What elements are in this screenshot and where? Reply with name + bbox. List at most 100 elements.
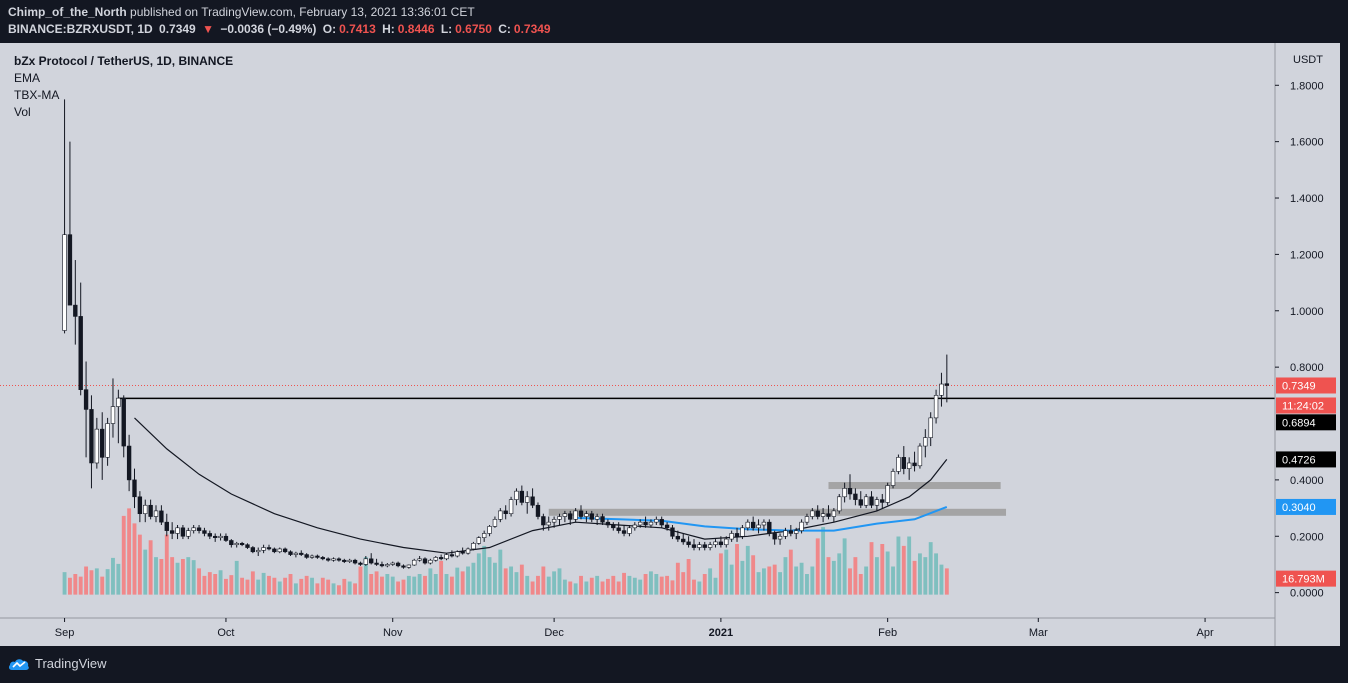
candle-body	[331, 558, 336, 561]
volume-bar	[595, 575, 600, 595]
x-tick-label: Feb	[878, 627, 897, 639]
candlestick-chart[interactable]: USDT 1.8000 1.6000 1.4000 1.2000 1.0000 0.800…	[0, 43, 1340, 646]
candle-body	[933, 395, 939, 419]
volume-badge: 16.793M	[1282, 574, 1325, 586]
candle-body	[589, 513, 594, 520]
legend-vol[interactable]: Vol	[14, 105, 31, 119]
candle-body	[664, 524, 670, 529]
candle-body	[266, 547, 272, 550]
volume-bar	[358, 566, 363, 595]
volume-bar	[159, 559, 164, 595]
candle-body	[815, 510, 820, 517]
y-tick-label: 0.0000	[1290, 588, 1324, 600]
volume-bar	[164, 534, 169, 595]
ma-badge-bg	[1276, 498, 1336, 515]
candle-body	[412, 559, 417, 566]
candle-body	[73, 304, 78, 317]
volume-bar	[509, 566, 514, 595]
candle-body	[164, 521, 169, 531]
volume-bar	[293, 583, 298, 595]
ema-badge: 0.4726	[1282, 454, 1316, 466]
candle-body	[180, 527, 186, 537]
candle-body	[159, 510, 164, 523]
candle-body	[342, 559, 347, 562]
candle-body	[853, 493, 858, 500]
volume-bar	[842, 538, 847, 595]
candle-body	[363, 558, 369, 565]
volume-bar	[218, 570, 223, 595]
candle-body	[460, 551, 465, 554]
candle-body	[767, 521, 772, 534]
volume-bar	[713, 577, 718, 595]
volume-bar	[632, 577, 637, 595]
candle-body	[444, 554, 449, 560]
volume-bar	[858, 574, 863, 595]
volume-bar	[369, 574, 374, 595]
support-zone	[548, 508, 1007, 516]
candle-body	[794, 530, 799, 534]
volume-bar	[923, 557, 928, 595]
volume-bar	[665, 575, 670, 595]
volume-bar	[487, 557, 492, 595]
volume-bar	[918, 553, 922, 595]
last-price: 0.7349	[159, 22, 196, 36]
volume-bar	[783, 557, 788, 595]
candle-body	[374, 562, 379, 565]
volume-bar	[885, 551, 890, 595]
candle-body	[670, 527, 675, 537]
candles	[62, 99, 950, 569]
volume-bar	[78, 576, 83, 595]
candle-body	[890, 471, 896, 486]
volume-bar	[654, 574, 659, 595]
volume-bar	[788, 549, 793, 595]
candle-body	[777, 535, 783, 540]
volume-bar	[573, 583, 578, 595]
volume-bar	[186, 557, 191, 595]
candle-body	[912, 462, 917, 467]
volume-bar	[154, 557, 158, 595]
candle-body	[320, 557, 325, 560]
candle-body	[89, 409, 94, 464]
legend-ema[interactable]: EMA	[14, 71, 41, 85]
volume-bar	[627, 575, 632, 595]
author-name[interactable]: Chimp_of_the_North	[8, 5, 127, 19]
volume-bar	[643, 574, 648, 595]
volume-bar	[848, 568, 852, 595]
volume-bar	[815, 538, 820, 595]
candle-body	[288, 551, 293, 555]
volume-bar	[702, 574, 707, 595]
candle-body	[740, 527, 745, 537]
support-zone	[828, 482, 1001, 490]
candle-body	[196, 527, 202, 531]
chart-area[interactable]: USDT 1.8000 1.6000 1.4000 1.2000 1.0000 0.800…	[0, 43, 1340, 646]
candle-body	[659, 519, 664, 526]
volume-bar	[519, 564, 524, 595]
candle-body	[944, 383, 950, 386]
volume-bar	[283, 577, 288, 595]
volume-bar	[600, 581, 605, 595]
candle-body	[917, 445, 923, 467]
tradingview-logo[interactable]: TradingView	[8, 656, 107, 671]
candle-body	[724, 538, 729, 546]
candle-body	[309, 555, 315, 558]
volume-bar	[589, 577, 594, 595]
candle-body	[621, 530, 627, 534]
volume-bar	[675, 562, 680, 595]
volume-bar	[530, 581, 535, 595]
time-axis[interactable]: Sep Oct Nov Dec 2021 Feb Mar Apr	[55, 618, 1214, 639]
high-label: H:	[382, 22, 395, 36]
volume-bar	[277, 581, 282, 595]
volume-bar	[659, 576, 664, 595]
volume-bar	[934, 553, 939, 595]
volume-bar	[799, 562, 804, 595]
y-tick-label: 1.6000	[1290, 137, 1324, 149]
volume-bar	[891, 566, 895, 595]
candle-body	[325, 558, 331, 561]
candle-body	[153, 510, 159, 517]
volume-bar	[326, 579, 331, 595]
volume-bar	[708, 568, 713, 595]
volume-bar	[536, 575, 540, 595]
price-axis[interactable]: 1.8000 1.6000 1.4000 1.2000 1.0000 0.8000 0.40…	[1275, 80, 1324, 600]
candle-body	[186, 530, 191, 537]
legend-tbx-ma[interactable]: TBX-MA	[14, 88, 60, 102]
